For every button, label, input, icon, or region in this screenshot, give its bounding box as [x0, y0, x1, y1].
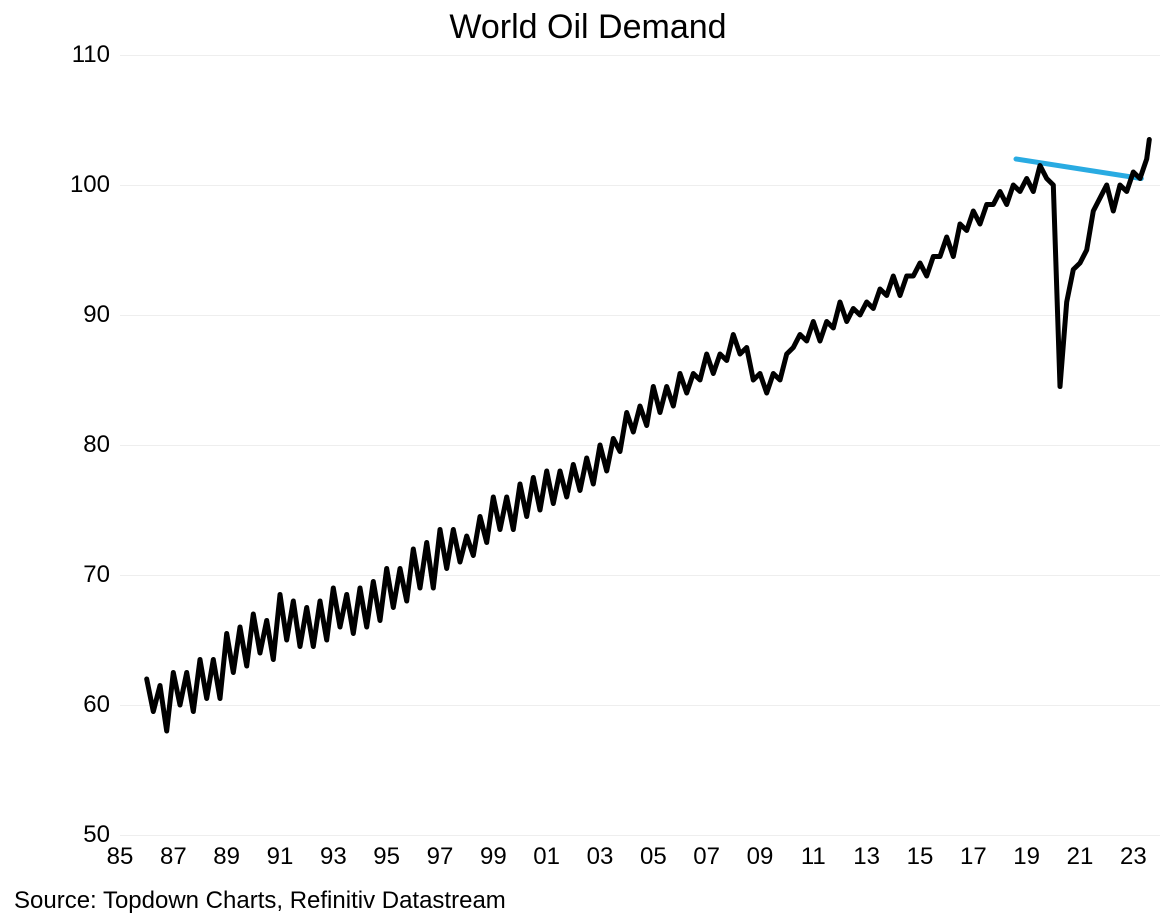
- source-note: Source: Topdown Charts, Refinitiv Datast…: [14, 887, 506, 915]
- plot-svg: [0, 0, 1176, 921]
- trendline: [1016, 159, 1141, 179]
- demand-series-line: [147, 140, 1150, 732]
- chart-container: World Oil Demand 5060708090100110 858789…: [0, 0, 1176, 921]
